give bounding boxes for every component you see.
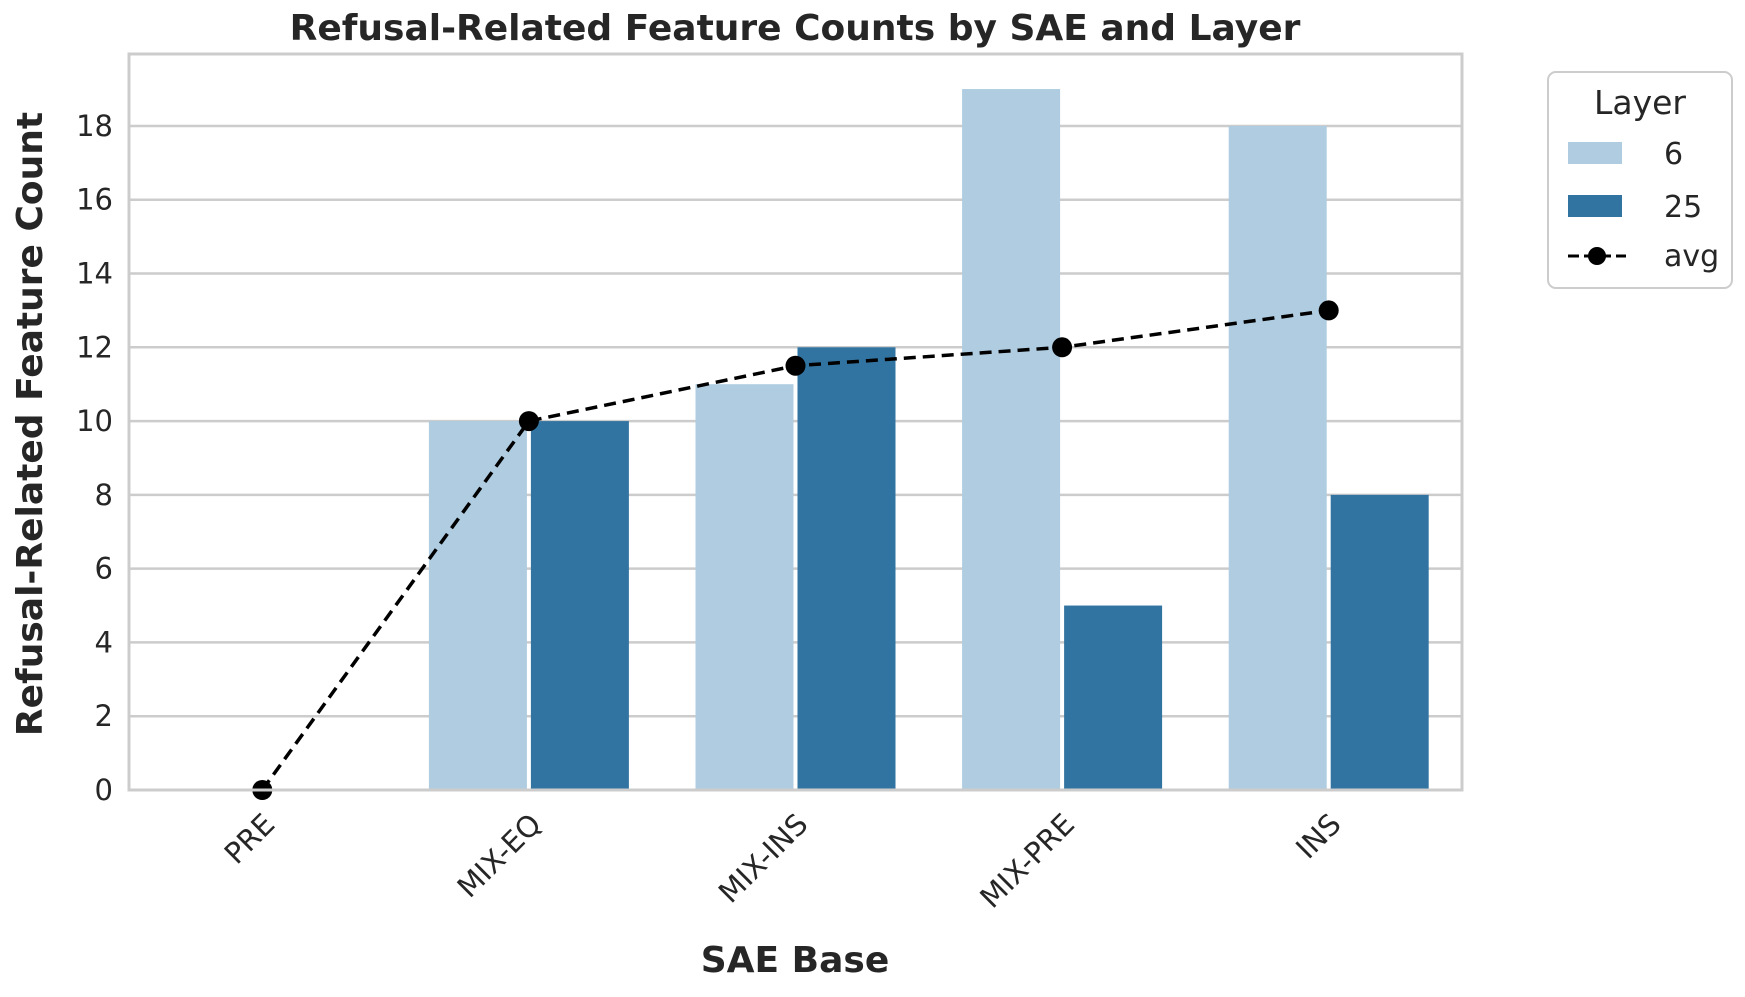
chart-title: Refusal-Related Feature Counts by SAE an… <box>290 8 1301 49</box>
plot-frame <box>127 52 1464 792</box>
y-axis-label: Refusal-Related Feature Count <box>10 112 51 736</box>
y-tick-label: 2 <box>95 699 113 733</box>
y-tick-label: 16 <box>76 183 113 217</box>
y-tick-label: 6 <box>95 552 113 586</box>
y-tick-label: 12 <box>76 330 113 364</box>
y-tick-label: 14 <box>76 257 113 291</box>
bar-layer-6 <box>962 89 1061 791</box>
avg-marker <box>785 355 806 376</box>
avg-marker <box>1318 300 1339 321</box>
x-axis-label: SAE Base <box>701 940 890 981</box>
bars <box>428 89 1429 791</box>
avg-marker <box>518 411 539 432</box>
y-axis-ticks: 0 2 4 6 8 10 12 14 16 18 <box>76 109 113 807</box>
legend-label-layer-6: 6 <box>1664 137 1683 172</box>
legend-avg-marker <box>1588 247 1606 265</box>
y-tick-label: 10 <box>76 404 113 438</box>
bar-layer-6 <box>1228 125 1327 791</box>
legend: Layer 6 25 avg <box>1547 71 1733 289</box>
y-tick-label: 0 <box>95 773 113 807</box>
avg-marker <box>1052 337 1073 358</box>
legend-swatch-layer-6 <box>1568 142 1622 164</box>
bar-layer-25 <box>797 347 896 790</box>
bar-layer-25 <box>1330 494 1429 790</box>
bar-layer-6 <box>428 421 527 790</box>
y-tick-label: 18 <box>76 109 113 143</box>
legend-label-layer-25: 25 <box>1664 190 1702 225</box>
bar-layer-6 <box>695 384 794 790</box>
bar-layer-25 <box>1064 605 1163 790</box>
bar-layer-25 <box>530 421 629 790</box>
y-tick-label: 4 <box>95 625 113 659</box>
legend-swatch-layer-25 <box>1568 195 1622 217</box>
legend-label-avg: avg <box>1664 239 1719 274</box>
y-tick-label: 8 <box>95 478 113 512</box>
legend-frame <box>1547 71 1733 289</box>
legend-title: Layer <box>1594 83 1686 122</box>
